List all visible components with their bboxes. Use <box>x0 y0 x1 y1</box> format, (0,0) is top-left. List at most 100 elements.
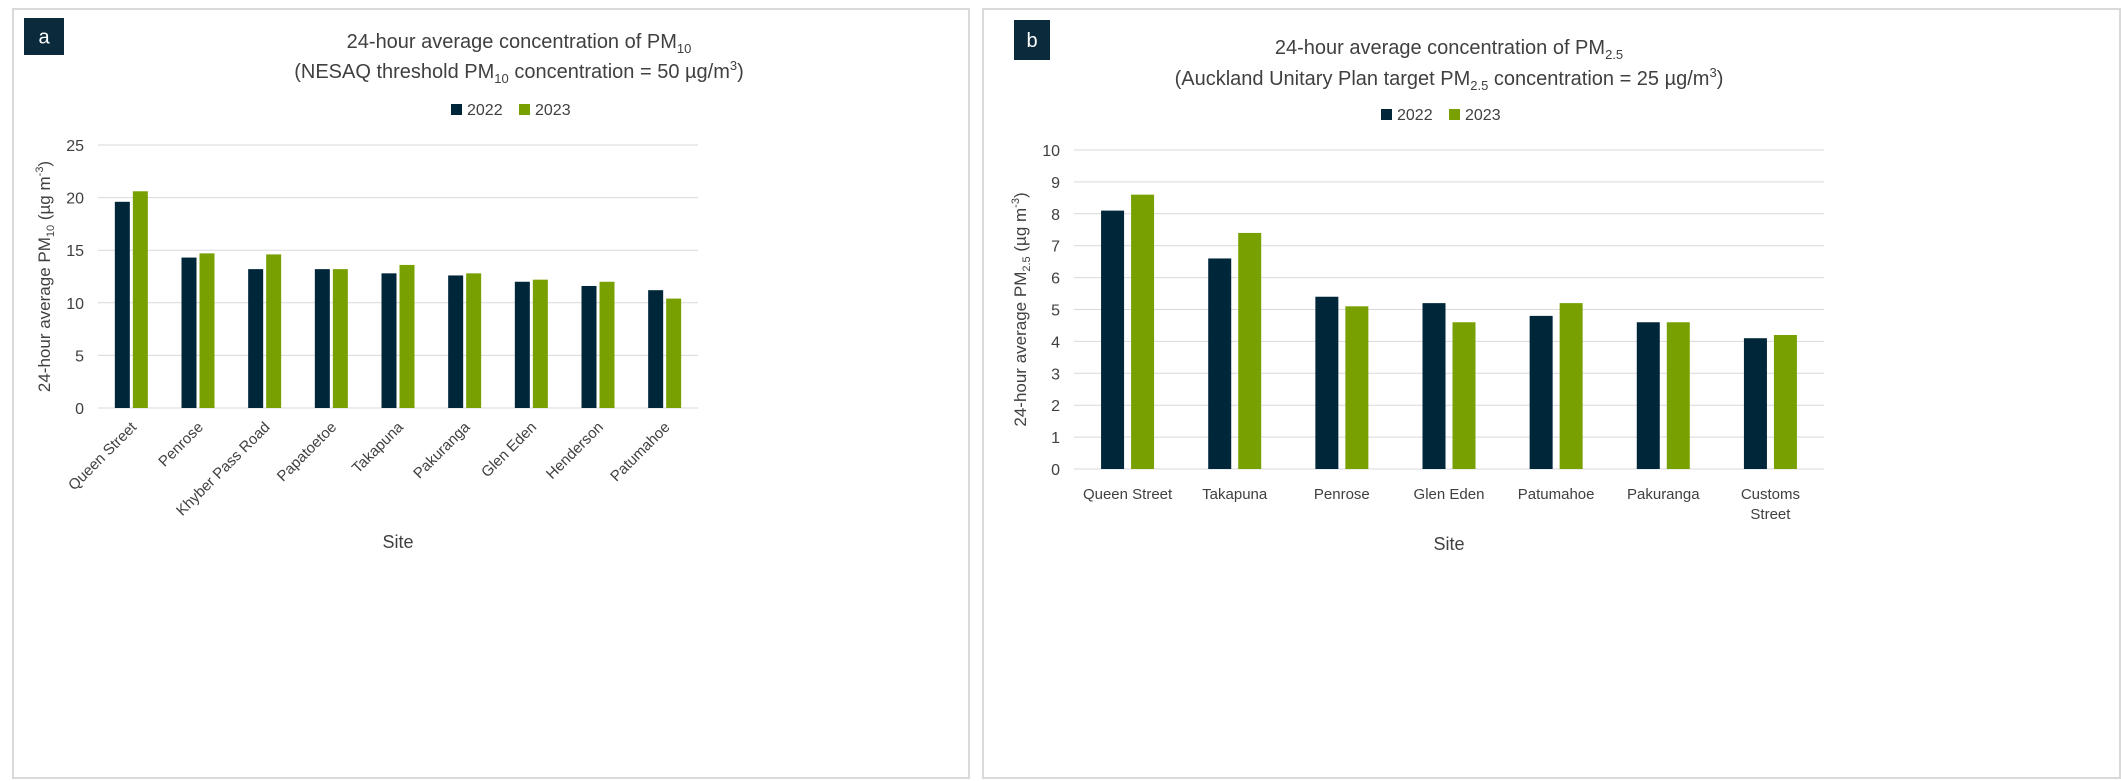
panel-badge <box>24 18 64 55</box>
title-text: 24-hour average concentration of PM <box>347 31 677 53</box>
bar-2023 <box>1452 322 1476 469</box>
y-tick-label: 10 <box>66 296 84 313</box>
x-tick-label: Pakuranga <box>1627 486 1700 503</box>
legend-swatch-2022 <box>1381 109 1392 120</box>
x-tick-label-line: Glen Eden <box>1414 486 1485 503</box>
bar-2022 <box>1315 296 1339 469</box>
legend-swatch-2022 <box>451 104 462 115</box>
bar-2023 <box>1345 306 1369 469</box>
bar-2023 <box>1238 232 1262 469</box>
title-text: (NESAQ threshold PM <box>294 61 494 83</box>
y-label-text: (µg m <box>1011 208 1030 257</box>
x-tick-label: Glen Eden <box>478 419 540 481</box>
y-label-subscript: 10 <box>45 225 57 237</box>
bar-2022 <box>1208 258 1232 469</box>
title-subscript: 2.5 <box>1605 47 1623 62</box>
bar-2023 <box>1559 303 1583 469</box>
x-tick-label: Customs Street <box>1741 486 1800 523</box>
bar-2022 <box>581 285 597 408</box>
x-tick-label: Penrose <box>155 419 207 471</box>
chart-title-line1: 24-hour average concentration of PM10 <box>347 31 692 56</box>
panel-badge-label: b <box>1026 30 1037 52</box>
bar-2022 <box>114 201 130 408</box>
panel-badge-label: a <box>38 27 50 49</box>
y-label-text: ) <box>35 161 54 167</box>
y-tick-label: 15 <box>66 243 84 260</box>
bar-2022 <box>314 269 330 408</box>
y-label-subscript: 2.5 <box>1021 256 1033 271</box>
bar-2022 <box>648 290 664 408</box>
bar-2022 <box>1636 322 1660 469</box>
panel-badge <box>1014 20 1050 60</box>
title-text: (Auckland Unitary Plan target PM <box>1175 68 1471 90</box>
y-tick-label: 25 <box>66 138 84 155</box>
chart-svg: b 24-hour average concentration of PM2.5(… <box>1010 20 1824 554</box>
chart-title-line2: (NESAQ threshold PM10 concentration = 50… <box>294 58 744 86</box>
y-tick-label: 5 <box>75 348 84 365</box>
x-tick-label: Henderson <box>543 419 607 483</box>
x-tick-label-line: Street <box>1750 506 1791 523</box>
y-label-text: 24-hour average PM <box>35 237 54 392</box>
x-axis-label: Site <box>382 532 413 552</box>
title-text: ) <box>1717 68 1724 90</box>
y-tick-label: 1 <box>1051 430 1060 447</box>
chart-title-line1: 24-hour average concentration of PM2.5 <box>1275 37 1623 62</box>
y-label-superscript: -3 <box>1010 198 1022 208</box>
bar-2023 <box>399 264 415 408</box>
title-subscript: 2.5 <box>1470 78 1488 93</box>
bar-2022 <box>248 269 264 408</box>
bar-2023 <box>1666 322 1690 469</box>
y-tick-label: 2 <box>1051 398 1060 415</box>
chart-panel-b: b 24-hour average concentration of PM2.5(… <box>982 8 2121 779</box>
bar-2023 <box>466 273 482 408</box>
y-tick-label: 0 <box>75 401 84 418</box>
x-tick-label-line: Queen Street <box>1083 486 1173 503</box>
title-superscript: 3 <box>730 58 737 73</box>
y-label-text: (µg m <box>35 176 54 225</box>
bar-2023 <box>1773 335 1797 469</box>
title-superscript: 3 <box>1709 65 1716 80</box>
bar-2023 <box>332 269 348 408</box>
bar-2023 <box>666 298 682 408</box>
bar-2022 <box>1101 210 1125 470</box>
x-tick-label-line: Takapuna <box>1202 486 1268 503</box>
y-axis-label: 24-hour average PM10 (µg m-3) <box>34 161 57 392</box>
x-tick-label-line: Pakuranga <box>1627 486 1700 503</box>
x-tick-label: Patumahoe <box>1518 486 1595 503</box>
title-subscript: 10 <box>494 71 508 86</box>
x-tick-label-line: Customs <box>1741 486 1800 503</box>
legend-label-2023: 2023 <box>535 102 571 119</box>
title-text: 24-hour average concentration of PM <box>1275 37 1605 59</box>
title-text: concentration = 50 µg/m <box>509 61 730 83</box>
x-tick-label: Queen Street <box>1083 486 1173 503</box>
legend-label-2022: 2022 <box>467 102 503 119</box>
bar-2022 <box>1529 315 1553 469</box>
bar-2023 <box>1131 194 1155 469</box>
bar-2022 <box>181 257 197 408</box>
y-tick-label: 0 <box>1051 462 1060 479</box>
title-text: concentration = 25 µg/m <box>1488 68 1709 90</box>
y-tick-label: 9 <box>1051 175 1060 192</box>
bar-2022 <box>1743 338 1767 469</box>
x-tick-label-line: Penrose <box>1314 486 1370 503</box>
x-tick-label: Pakuranga <box>410 418 474 482</box>
legend-label-2023: 2023 <box>1465 107 1501 124</box>
title-subscript: 10 <box>677 41 691 56</box>
y-tick-label: 5 <box>1051 303 1060 320</box>
bar-2023 <box>266 254 282 408</box>
y-label-text: 24-hour average PM <box>1011 272 1030 427</box>
x-tick-label: Glen Eden <box>1414 486 1485 503</box>
y-tick-label: 10 <box>1042 143 1060 160</box>
y-axis-label: 24-hour average PM2.5 (µg m-3) <box>1010 192 1033 426</box>
legend-swatch-2023 <box>1449 109 1460 120</box>
bar-2023 <box>199 253 215 408</box>
x-tick-label: Takapuna <box>349 418 407 476</box>
chart-title-line2: (Auckland Unitary Plan target PM2.5 conc… <box>1175 65 1724 93</box>
x-tick-label-line: Patumahoe <box>1518 486 1595 503</box>
legend-swatch-2023 <box>519 104 530 115</box>
chart-panel-a: a 24-hour average concentration of PM10 (N… <box>12 8 970 779</box>
y-tick-label: 4 <box>1051 334 1060 351</box>
y-tick-label: 8 <box>1051 207 1060 224</box>
x-tick-label: Papatoetoe <box>274 419 340 485</box>
y-tick-label: 20 <box>66 191 84 208</box>
